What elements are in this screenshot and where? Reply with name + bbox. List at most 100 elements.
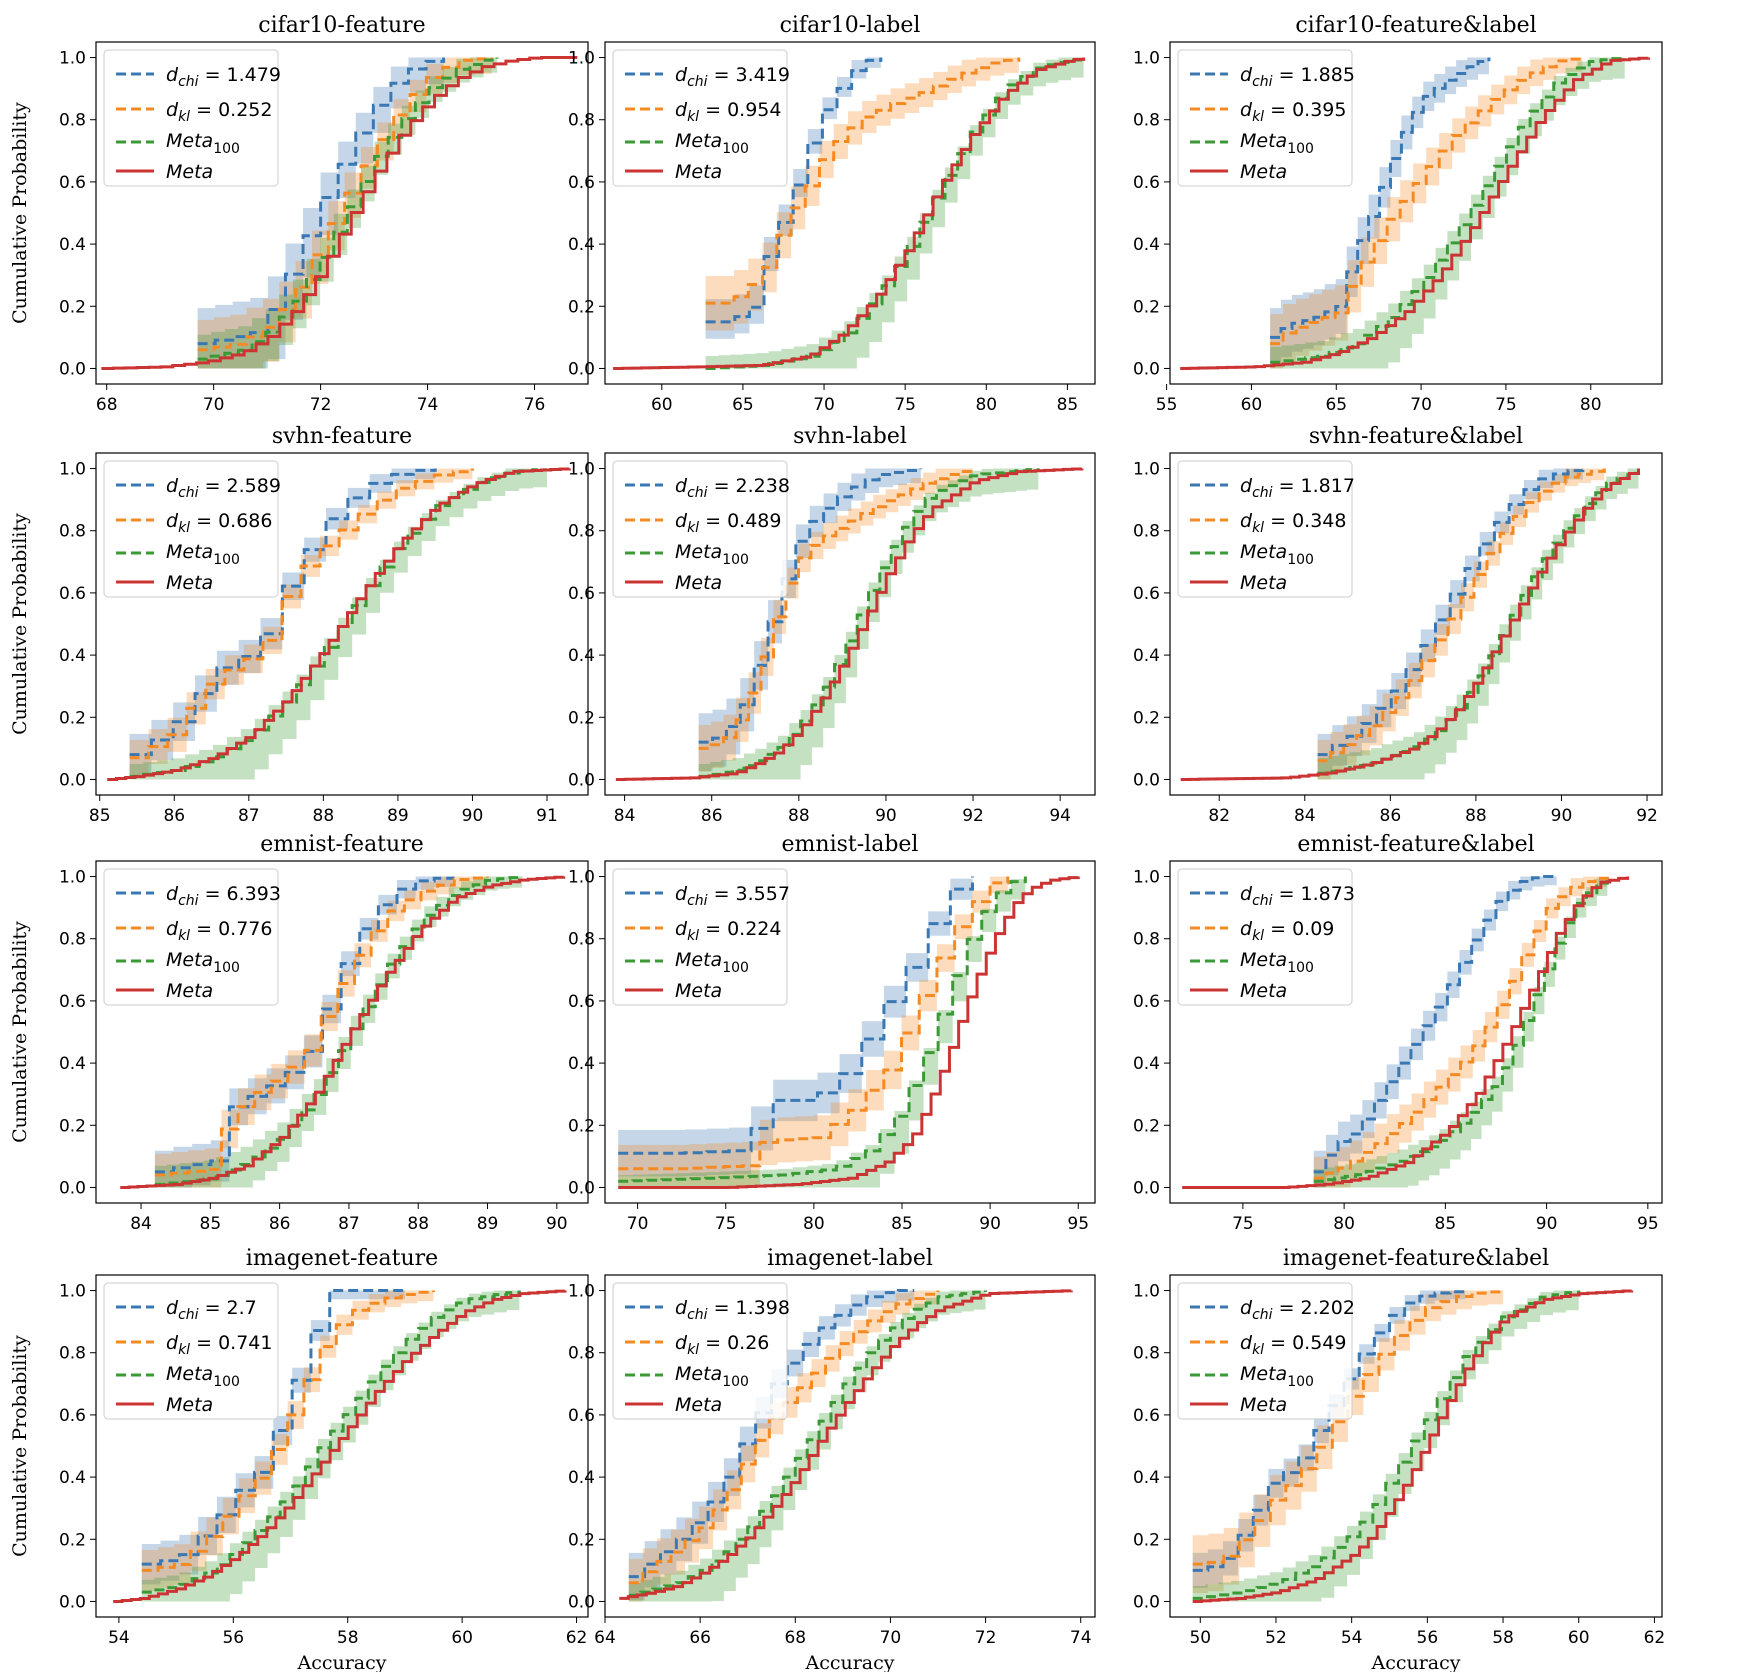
xtick-label: 86 xyxy=(269,1214,291,1234)
line-d_kl xyxy=(1270,57,1584,346)
xtick-label: 89 xyxy=(477,1214,499,1234)
line-d_kl xyxy=(618,876,1010,1171)
subplot-title: svhn-feature&label xyxy=(1309,424,1523,449)
xtick-label: 95 xyxy=(1067,1214,1089,1234)
plot-area xyxy=(120,875,566,1189)
legend-chi: dchi = 1.398 xyxy=(675,1297,790,1323)
y-axis-label: Cumulative Probability xyxy=(9,513,31,735)
xtick-label: 58 xyxy=(1492,1628,1514,1648)
legend-box xyxy=(103,1282,279,1420)
line-Meta_100 xyxy=(1192,1290,1581,1600)
ytick-label: 0.4 xyxy=(59,1468,86,1488)
ytick-label: 0.6 xyxy=(59,992,86,1012)
xtick-label: 80 xyxy=(803,1214,825,1234)
ytick-label: 0.8 xyxy=(59,930,86,950)
ytick-label: 0.6 xyxy=(1133,584,1160,604)
line-Meta xyxy=(1180,468,1640,781)
line-d_chi xyxy=(1313,875,1557,1174)
xtick-label: 88 xyxy=(313,806,335,826)
ytick-label: 0.8 xyxy=(1133,111,1160,131)
legend-kl: dkl = 0.776 xyxy=(166,918,272,944)
xtick-label: 72 xyxy=(310,395,332,415)
legend-meta: Meta xyxy=(166,161,213,183)
line-Meta xyxy=(613,57,1086,370)
line-d_chi xyxy=(154,876,455,1174)
xtick-label: 68 xyxy=(784,1628,806,1648)
legend: dchi = 2.589 dkl = 0.686 Meta100 Meta xyxy=(103,460,281,598)
ytick-label: 0.4 xyxy=(1133,1054,1160,1074)
band-d_kl xyxy=(154,876,488,1188)
xtick-label: 75 xyxy=(894,395,916,415)
legend-kl: dkl = 0.686 xyxy=(166,510,272,536)
xtick-label: 75 xyxy=(715,1214,737,1234)
line-Meta xyxy=(1192,1289,1634,1603)
axes-frame xyxy=(604,41,1096,385)
legend-meta100: Meta100 xyxy=(166,541,240,568)
ytick-label: 0.0 xyxy=(59,359,86,379)
legend-kl: dkl = 0.954 xyxy=(675,99,781,125)
xtick-label: 90 xyxy=(1551,806,1573,826)
legend-meta100: Meta100 xyxy=(166,1363,240,1390)
ytick-label: 0.6 xyxy=(1133,992,1160,1012)
axes-frame xyxy=(1169,860,1663,1204)
xtick-label: 85 xyxy=(1435,1214,1457,1234)
legend-chi: dchi = 3.419 xyxy=(675,64,790,90)
legend-chi: dchi = 1.885 xyxy=(1240,64,1355,90)
legend-box xyxy=(612,49,788,187)
xtick-label: 68 xyxy=(96,395,118,415)
subplot-title: emnist-feature xyxy=(260,832,423,857)
line-d_kl xyxy=(698,468,975,750)
line-d_chi xyxy=(1317,468,1585,757)
ytick-label: 0.2 xyxy=(1133,708,1160,728)
subplot-title: cifar10-feature xyxy=(258,13,425,38)
legend-box xyxy=(612,460,788,598)
ytick-label: 0.4 xyxy=(59,646,86,666)
ytick-label: 0.2 xyxy=(59,1116,86,1136)
xtick-label: 85 xyxy=(891,1214,913,1234)
xtick-label: 62 xyxy=(1644,1628,1666,1648)
ytick-label: 1.0 xyxy=(1133,868,1160,888)
plot-area xyxy=(1180,468,1640,781)
xtick-label: 92 xyxy=(1636,806,1658,826)
ytick-label: 0.8 xyxy=(59,1344,86,1364)
band-d_kl xyxy=(698,468,974,772)
ytick-label: 0.4 xyxy=(59,1054,86,1074)
xtick-label: 87 xyxy=(338,1214,360,1234)
line-Meta_100 xyxy=(1270,57,1627,364)
xtick-label: 88 xyxy=(788,806,810,826)
xtick-label: 58 xyxy=(337,1628,359,1648)
legend-meta100: Meta100 xyxy=(675,1363,749,1390)
xtick-label: 65 xyxy=(1325,395,1347,415)
xtick-label: 60 xyxy=(451,1628,473,1648)
xtick-label: 87 xyxy=(238,806,260,826)
ytick-label: 1.0 xyxy=(568,460,595,480)
line-Meta xyxy=(113,1289,567,1603)
x-axis-label: Accuracy xyxy=(804,1652,894,1672)
line-Meta xyxy=(618,876,1080,1189)
xtick-label: 90 xyxy=(1536,1214,1558,1234)
legend: dchi = 6.393 dkl = 0.776 Meta100 Meta xyxy=(103,868,281,1006)
line-Meta xyxy=(1182,876,1630,1189)
ytick-label: 0.2 xyxy=(1133,1116,1160,1136)
legend-box xyxy=(1177,49,1353,187)
band-Meta_100 xyxy=(705,57,1084,369)
legend-meta: Meta xyxy=(166,572,213,594)
subplot-title: imagenet-feature&label xyxy=(1283,1246,1549,1271)
ytick-label: 1.0 xyxy=(568,868,595,888)
legend-kl: dkl = 0.09 xyxy=(1240,918,1334,944)
ytick-label: 0.8 xyxy=(1133,930,1160,950)
subplot-title: emnist-feature&label xyxy=(1297,832,1534,857)
legend-meta100: Meta100 xyxy=(166,949,240,976)
line-d_chi xyxy=(698,468,923,744)
xtick-label: 55 xyxy=(1156,395,1178,415)
xtick-label: 80 xyxy=(1333,1214,1355,1234)
subplot-title: imagenet-label xyxy=(767,1246,933,1271)
ytick-label: 1.0 xyxy=(59,868,86,888)
legend-meta: Meta xyxy=(166,1394,213,1416)
axes-frame xyxy=(1169,452,1663,796)
xtick-label: 66 xyxy=(689,1628,711,1648)
legend-chi: dchi = 2.202 xyxy=(1240,1297,1355,1323)
ytick-label: 0.4 xyxy=(568,1468,595,1488)
line-d_chi xyxy=(618,876,974,1155)
legend: dchi = 1.817 dkl = 0.348 Meta100 Meta xyxy=(1177,460,1355,598)
